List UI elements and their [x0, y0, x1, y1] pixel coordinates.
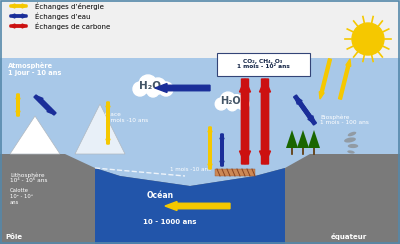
FancyArrow shape [34, 95, 53, 114]
Circle shape [227, 101, 237, 111]
Circle shape [237, 98, 249, 110]
FancyArrow shape [155, 83, 210, 92]
Text: H₂O: H₂O [139, 81, 161, 91]
Polygon shape [10, 116, 60, 154]
Text: H₂O: H₂O [220, 96, 240, 106]
Ellipse shape [344, 137, 356, 142]
Text: Échanges d’énergie: Échanges d’énergie [35, 2, 104, 10]
FancyArrow shape [220, 134, 224, 166]
Text: CO₂, CH₄, O₃
1 mois - 10² ans: CO₂, CH₄, O₃ 1 mois - 10² ans [236, 59, 290, 69]
FancyArrow shape [338, 59, 351, 99]
Polygon shape [95, 168, 285, 244]
Text: 10 - 1000 ans: 10 - 1000 ans [143, 219, 197, 225]
Bar [0, 58, 400, 244]
Polygon shape [297, 130, 309, 148]
Circle shape [133, 82, 147, 96]
FancyArrow shape [294, 95, 315, 124]
Polygon shape [0, 154, 400, 244]
Text: Océan: Océan [146, 192, 174, 201]
FancyArrow shape [106, 102, 110, 144]
FancyArrow shape [260, 79, 270, 164]
FancyArrow shape [208, 127, 212, 169]
FancyArrow shape [16, 94, 20, 116]
FancyArrow shape [10, 24, 27, 28]
Text: équateur: équateur [331, 233, 367, 240]
Circle shape [215, 98, 227, 110]
FancyArrow shape [10, 4, 27, 8]
FancyBboxPatch shape [216, 52, 310, 75]
FancyArrow shape [165, 202, 230, 211]
Bar [0, 0, 400, 58]
Circle shape [159, 82, 173, 96]
Text: Atmosphère
1 jour - 10 ans: Atmosphère 1 jour - 10 ans [8, 62, 61, 76]
FancyArrow shape [295, 96, 316, 125]
Circle shape [220, 92, 236, 107]
FancyArrow shape [37, 96, 56, 115]
Bar [215, 169, 255, 176]
Text: Glace
1 mois -10 ans: Glace 1 mois -10 ans [105, 112, 148, 123]
FancyArrow shape [220, 134, 224, 166]
Ellipse shape [347, 150, 355, 154]
FancyArrow shape [10, 14, 27, 18]
FancyArrow shape [16, 94, 20, 116]
Polygon shape [308, 130, 320, 148]
Ellipse shape [348, 132, 356, 136]
Circle shape [230, 95, 243, 108]
Text: Échanges d’eau: Échanges d’eau [35, 12, 90, 20]
Text: Pôle: Pôle [5, 234, 22, 240]
FancyArrow shape [10, 14, 27, 18]
Polygon shape [286, 130, 298, 148]
FancyArrow shape [240, 79, 250, 164]
Text: 1 mois -10 ans: 1 mois -10 ans [170, 167, 210, 172]
Circle shape [147, 85, 159, 97]
Polygon shape [75, 104, 125, 154]
FancyArrow shape [208, 127, 212, 169]
Text: Lithosphère
10⁴ - 10⁶ ans: Lithosphère 10⁴ - 10⁶ ans [10, 172, 48, 183]
FancyArrow shape [10, 24, 27, 28]
Text: Calotte
10² - 10⁶
ans: Calotte 10² - 10⁶ ans [10, 188, 33, 205]
Circle shape [150, 78, 166, 94]
Text: Échanges de carbone: Échanges de carbone [35, 22, 110, 30]
FancyArrow shape [10, 4, 27, 8]
FancyArrow shape [240, 79, 250, 164]
FancyArrow shape [319, 59, 332, 99]
Text: Biosphère
1 mois - 100 ans: Biosphère 1 mois - 100 ans [320, 114, 369, 125]
Ellipse shape [348, 144, 358, 148]
Circle shape [139, 75, 157, 93]
Circle shape [352, 23, 384, 55]
FancyArrow shape [260, 79, 270, 164]
FancyArrow shape [106, 102, 110, 144]
